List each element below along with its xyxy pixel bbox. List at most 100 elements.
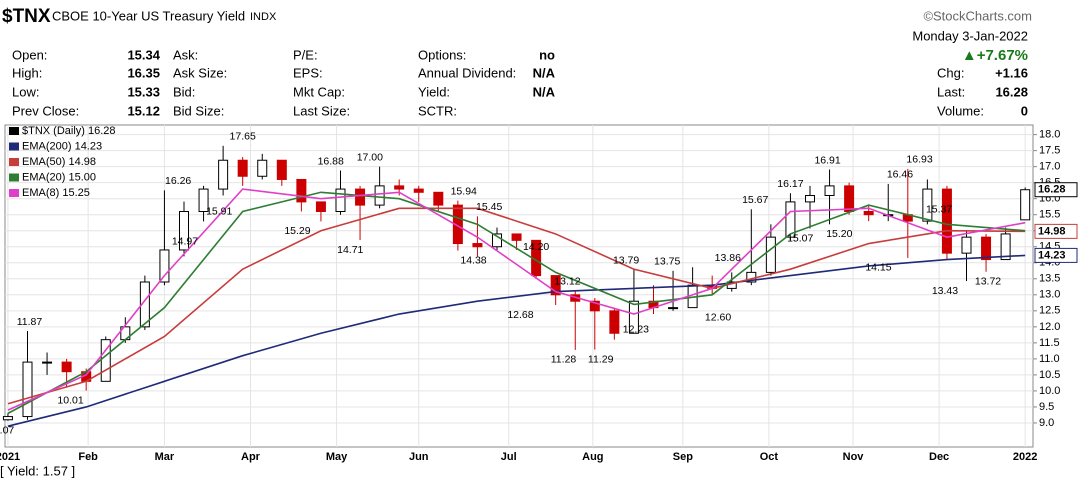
field-label: Mkt Cap: xyxy=(293,84,345,99)
y-tick-label: 9.0 xyxy=(1039,417,1054,429)
field-value: N/A xyxy=(533,84,556,99)
candle-body xyxy=(668,307,679,310)
x-tick-label: Oct xyxy=(760,451,779,463)
field-label: Bid: xyxy=(173,84,195,99)
y-tick-label: 13.5 xyxy=(1039,273,1060,285)
legend-swatch xyxy=(9,142,19,151)
price-annotation: 15.37 xyxy=(926,204,952,216)
field-value: 15.34 xyxy=(127,47,160,62)
legend-label: $TNX (Daily) 16.28 xyxy=(22,125,116,137)
field-label: Last: xyxy=(937,84,965,99)
candle-body xyxy=(765,236,776,273)
field-label: Yield: xyxy=(418,84,450,99)
candle-body xyxy=(315,201,326,213)
last-value-box xyxy=(1034,182,1078,198)
candle-body xyxy=(589,300,600,312)
legend-swatch xyxy=(9,158,19,166)
field-value: 16.35 xyxy=(127,65,160,80)
x-tick-label: Jun xyxy=(409,451,429,463)
last-value-label: 14.23 xyxy=(1038,249,1066,261)
field-value: +1.16 xyxy=(995,65,1028,80)
x-tick-label: Apr xyxy=(241,451,261,463)
candle-body xyxy=(22,361,33,418)
candle-body xyxy=(413,188,424,193)
y-tick-label: 9.5 xyxy=(1039,401,1054,413)
legend-label: EMA(20) 15.00 xyxy=(22,171,96,183)
y-tick-label: 10.5 xyxy=(1039,369,1060,381)
x-tick-label: Mar xyxy=(155,451,175,463)
candle-body xyxy=(981,236,992,261)
price-annotation: 14.97 xyxy=(172,235,198,247)
price-annotation: 12.60 xyxy=(705,311,731,323)
candle-body xyxy=(394,185,405,190)
last-value-label: 14.98 xyxy=(1038,225,1066,237)
candle-body xyxy=(609,310,620,334)
candle-body xyxy=(257,159,268,177)
price-annotation: 15.67 xyxy=(742,194,768,206)
price-annotation: 16.93 xyxy=(906,154,932,166)
field-label: Ask Size: xyxy=(173,65,227,80)
price-annotation: 14.15 xyxy=(865,262,891,274)
x-tick-label: 2022 xyxy=(1013,451,1037,463)
legend-label: EMA(8) 15.25 xyxy=(22,187,90,199)
price-annotation: 13.43 xyxy=(932,285,958,297)
legend-swatch xyxy=(9,127,19,135)
candle-body xyxy=(237,159,248,177)
price-annotation: 13.12 xyxy=(554,276,580,288)
candle-body xyxy=(628,300,639,334)
field-label: Open: xyxy=(12,47,47,62)
candle-body xyxy=(218,159,229,190)
candle-body xyxy=(355,188,366,206)
candle-body xyxy=(42,361,53,364)
price-annotation: 17.65 xyxy=(230,131,256,143)
candle-body xyxy=(550,275,561,296)
field-label: SCTR: xyxy=(418,103,457,118)
field-label: Options: xyxy=(418,47,466,62)
field-value: 16.28 xyxy=(995,84,1028,99)
candle-body xyxy=(178,211,189,251)
price-annotation: 11.28 xyxy=(551,354,577,366)
candle-body xyxy=(863,211,874,216)
price-annotation: 14.20 xyxy=(523,241,549,253)
x-tick-label: Feb xyxy=(78,451,98,463)
field-value: N/A xyxy=(533,65,556,80)
exchange: INDX xyxy=(250,11,277,23)
price-annotation: 16.46 xyxy=(887,169,913,181)
legend-label: EMA(50) 14.98 xyxy=(22,156,96,168)
candle-body xyxy=(922,188,933,222)
candle-body xyxy=(139,281,150,328)
price-annotation: 13.79 xyxy=(613,254,639,266)
candle-body xyxy=(785,201,796,238)
price-annotation: 11.87 xyxy=(17,316,43,328)
candle-body xyxy=(374,185,385,206)
candle-body xyxy=(100,339,111,382)
ema-line xyxy=(7,207,1026,405)
field-label: Annual Dividend: xyxy=(418,65,516,80)
y-tick-label: 18.0 xyxy=(1039,129,1060,141)
candle-body xyxy=(452,204,463,245)
plot-frame xyxy=(4,124,1034,448)
field-label: Low: xyxy=(12,84,39,99)
field-label: Chg: xyxy=(937,65,964,80)
candle-body xyxy=(1000,233,1011,261)
candle-body xyxy=(276,159,287,180)
y-tick-label: 17.0 xyxy=(1039,161,1060,173)
ema-line xyxy=(7,191,1026,415)
field-value: 15.33 xyxy=(127,84,160,99)
candle-body xyxy=(198,188,209,213)
field-value: 0 xyxy=(1021,103,1028,118)
field-label: Prev Close: xyxy=(12,103,79,118)
candle-body xyxy=(941,188,952,254)
quote-date: Monday 3-Jan-2022 xyxy=(912,28,1028,43)
price-annotation: 15.07 xyxy=(787,232,813,244)
price-annotation: 10.01 xyxy=(57,394,83,406)
credit: ©StockCharts.com xyxy=(923,8,1032,23)
candle-body xyxy=(335,188,346,213)
price-annotation: 13.86 xyxy=(715,252,741,264)
field-label: Ask: xyxy=(173,47,198,62)
x-tick-label: Nov xyxy=(843,451,865,463)
x-tick-label: Aug xyxy=(582,451,603,463)
change-pct: ▲+7.67% xyxy=(962,47,1028,64)
y-tick-label: 11.5 xyxy=(1039,337,1060,349)
